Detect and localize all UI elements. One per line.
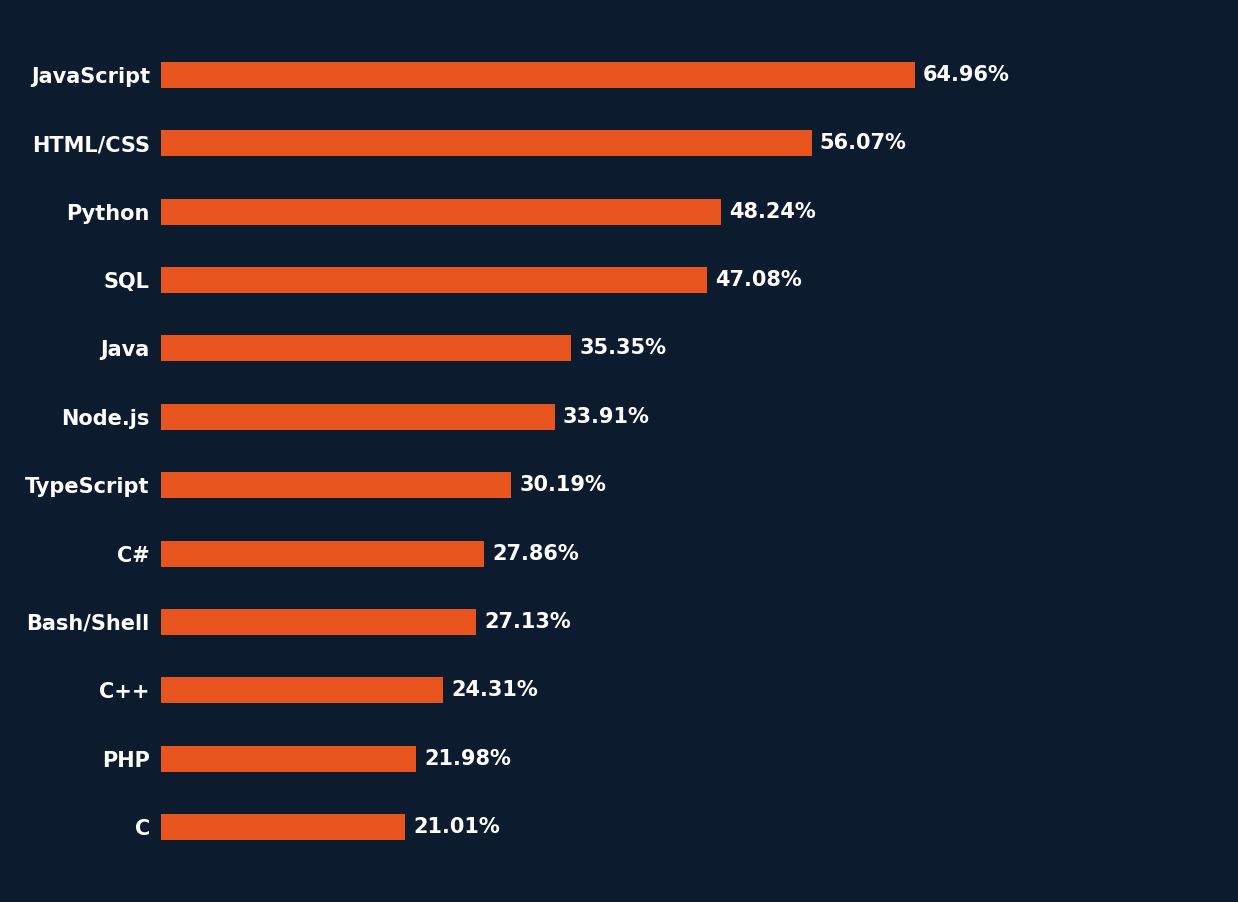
Bar <box>161 473 511 498</box>
Bar <box>161 267 707 293</box>
Bar <box>161 540 484 566</box>
Text: 27.86%: 27.86% <box>493 544 579 564</box>
Text: 48.24%: 48.24% <box>729 202 816 222</box>
Text: 33.91%: 33.91% <box>562 407 650 427</box>
Bar <box>161 198 721 225</box>
Text: 64.96%: 64.96% <box>924 65 1010 85</box>
Bar <box>161 609 475 635</box>
Bar <box>161 336 571 362</box>
Text: 56.07%: 56.07% <box>820 133 906 153</box>
Bar <box>161 677 443 704</box>
Text: 35.35%: 35.35% <box>579 338 666 358</box>
Text: 47.08%: 47.08% <box>716 270 802 290</box>
Text: 27.13%: 27.13% <box>484 612 571 632</box>
Text: 30.19%: 30.19% <box>520 475 607 495</box>
Bar <box>161 62 915 87</box>
Bar <box>161 815 405 840</box>
Text: 21.98%: 21.98% <box>425 749 511 769</box>
Bar <box>161 130 812 156</box>
Text: 24.31%: 24.31% <box>451 680 539 700</box>
Bar <box>161 746 416 772</box>
Text: 21.01%: 21.01% <box>413 817 500 837</box>
Bar <box>161 404 555 430</box>
